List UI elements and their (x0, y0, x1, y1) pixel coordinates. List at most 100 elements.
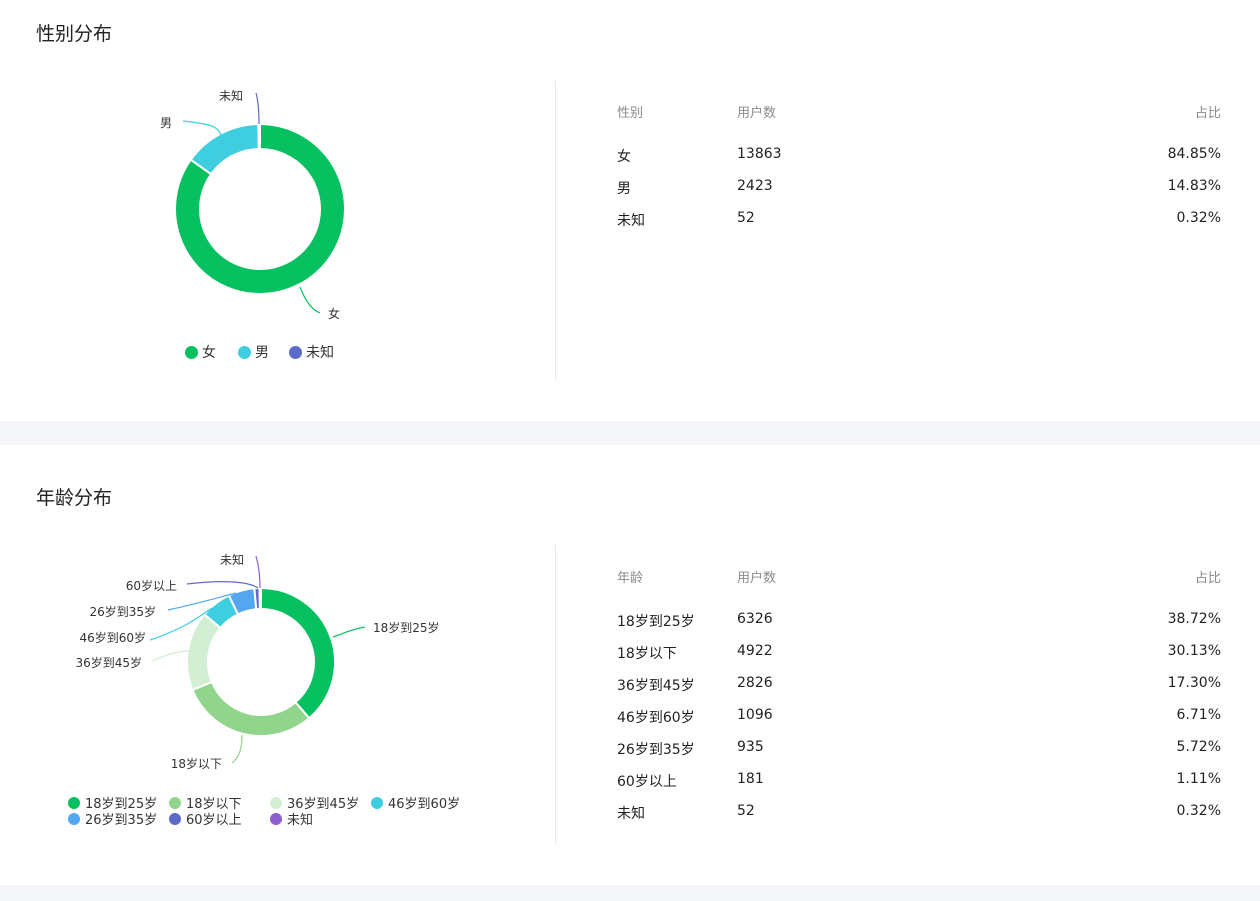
row-users: 13863 (737, 146, 782, 162)
gender-slice-2[interactable] (257, 122, 261, 151)
row-users: 935 (737, 739, 764, 755)
age-leader-line-0 (332, 626, 366, 638)
row-ratio: 14.83% (1167, 178, 1221, 194)
legend-item-18-25[interactable]: 18岁到25岁 (68, 793, 157, 812)
legend-label: 46岁到60岁 (388, 797, 461, 812)
row-users: 52 (737, 803, 755, 819)
row-ratio: 0.32% (1176, 803, 1221, 819)
table-header-users: 用户数 (737, 571, 777, 586)
legend-dot (68, 812, 80, 825)
row-ratio: 5.72% (1176, 739, 1221, 755)
legend-dot (185, 345, 198, 359)
age-card-title: 年龄分布 (36, 487, 113, 509)
row-users: 2826 (737, 675, 773, 691)
age-donut-chart: 18岁到25岁 18岁以下 36岁到45岁 46岁到60岁 26岁到35岁 60岁以上 未知 (75, 553, 440, 771)
row-ratio: 30.13% (1167, 643, 1221, 659)
row-label: 60岁以上 (617, 774, 677, 790)
table-header-ratio: 占比 (1194, 106, 1221, 121)
gender-card-title: 性别分布 (36, 23, 113, 45)
row-label: 未知 (617, 806, 645, 822)
table-header-ratio: 占比 (1194, 571, 1221, 586)
legend-label: 未知 (287, 813, 314, 828)
legend-item-unknown[interactable]: 未知 (289, 342, 334, 362)
age-leader-line-5 (186, 581, 259, 589)
table-row: 18岁到25岁 6326 38.72% (617, 611, 1221, 631)
table-header-category: 年龄 (617, 571, 644, 586)
gender-donut-chart: 女 男 未知 (160, 89, 346, 321)
legend-label: 26岁到35岁 (85, 813, 158, 828)
row-users: 4922 (737, 643, 773, 659)
age-slice-label-3: 46岁到60岁 (79, 630, 146, 645)
age-leader-line-2 (151, 650, 191, 662)
age-leader-line-6 (255, 555, 261, 589)
legend-label: 女 (202, 345, 216, 361)
legend-item-male[interactable]: 男 (238, 342, 269, 362)
age-slice-label-6: 未知 (220, 553, 244, 567)
legend-label: 36岁到45岁 (287, 797, 360, 812)
age-slice-6[interactable] (258, 586, 262, 611)
gender-leader-line-0 (299, 286, 321, 314)
gender-leader-line-1 (182, 120, 222, 136)
legend-label: 18岁到25岁 (85, 797, 158, 812)
age-leader-line-4 (167, 592, 237, 611)
row-label: 18岁以下 (617, 646, 677, 662)
age-leader-line-1 (231, 734, 243, 764)
legend-dot (238, 345, 251, 359)
legend-item-36-45[interactable]: 36岁到45岁 (270, 793, 359, 812)
legend-dot (371, 796, 383, 809)
legend-dot (169, 796, 181, 809)
gender-slice-label-1: 男 (160, 116, 172, 130)
legend-label: 未知 (306, 345, 334, 361)
age-slice-label-5: 60岁以上 (126, 578, 177, 593)
table-header-users: 用户数 (737, 106, 777, 121)
legend-item-unknown[interactable]: 未知 (270, 809, 313, 828)
age-slice-0[interactable] (260, 586, 336, 720)
vertical-divider (555, 81, 556, 381)
legend-label: 60岁以上 (186, 813, 242, 828)
gender-slice-label-0: 女 (328, 306, 340, 321)
legend-label: 18岁以下 (186, 797, 242, 812)
row-ratio: 84.85% (1167, 146, 1221, 162)
gender-distribution-card: 性别分布 女男未知 女 男 未知 性别 用户数 占比 女 13863 84.85… (0, 0, 1260, 421)
legend-item-under-18[interactable]: 18岁以下 (169, 793, 242, 812)
legend-label: 男 (255, 345, 269, 361)
legend-dot (68, 796, 80, 809)
age-distribution-card: 年龄分布 18岁到25岁 18岁以下 36岁到45岁 46岁到60岁 26岁到35岁 60… (0, 445, 1260, 885)
gender-leader-line-2 (255, 92, 260, 125)
row-ratio: 1.11% (1176, 771, 1221, 787)
row-ratio: 38.72% (1167, 611, 1221, 627)
legend-dot (270, 796, 282, 809)
row-label: 26岁到35岁 (617, 742, 695, 758)
table-row: 18岁以下 4922 30.13% (617, 643, 1221, 663)
gender-slice-1[interactable] (189, 122, 260, 176)
row-label: 男 (617, 181, 631, 197)
legend-item-26-35[interactable]: 26岁到35岁 (68, 809, 157, 828)
row-label: 未知 (617, 213, 645, 229)
table-row: 未知 52 0.32% (617, 803, 1221, 823)
age-slice-1[interactable] (191, 680, 311, 737)
legend-item-60-plus[interactable]: 60岁以上 (169, 809, 242, 828)
legend-dot (289, 345, 302, 359)
table-row: 26岁到35岁 935 5.72% (617, 739, 1221, 759)
gender-slice-0[interactable] (174, 122, 346, 295)
age-slice-label-4: 26岁到35岁 (89, 604, 156, 619)
row-label: 46岁到60岁 (617, 710, 695, 726)
legend-dot (169, 812, 181, 825)
age-slice-2[interactable] (186, 612, 222, 692)
table-row: 未知 52 0.32% (617, 210, 1221, 230)
legend-item-46-60[interactable]: 46岁到60岁 (371, 793, 460, 812)
age-leader-line-3 (149, 607, 213, 641)
table-row: 46岁到60岁 1096 6.71% (617, 707, 1221, 727)
table-row: 女 13863 84.85% (617, 146, 1221, 166)
row-ratio: 0.32% (1176, 210, 1221, 226)
age-slice-label-0: 18岁到25岁 (373, 620, 440, 635)
row-users: 52 (737, 210, 755, 226)
row-users: 2423 (737, 178, 773, 194)
table-header-category: 性别 (617, 106, 644, 121)
row-users: 6326 (737, 611, 773, 627)
row-label: 36岁到45岁 (617, 678, 695, 694)
table-row: 60岁以上 181 1.11% (617, 771, 1221, 791)
legend-item-female[interactable]: 女 (185, 342, 216, 362)
age-slice-label-2: 36岁到45岁 (75, 655, 142, 670)
vertical-divider (555, 545, 556, 845)
